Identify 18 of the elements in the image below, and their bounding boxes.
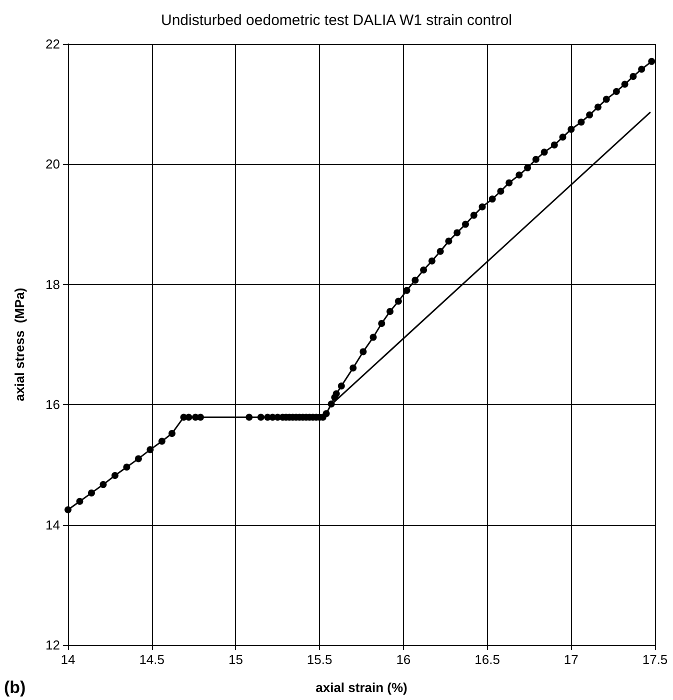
x-axis-title: axial strain (%) (316, 680, 408, 695)
x-tick-label: 14 (60, 652, 76, 667)
x-tick-label: 17.5 (642, 652, 668, 667)
x-tick-label: 15.5 (306, 652, 332, 667)
y-axis-title: axial stress (MPa) (12, 288, 27, 402)
x-tick-label: 17 (564, 652, 578, 667)
x-tick-label: 16.5 (474, 652, 500, 667)
x-tick-label: 16 (396, 652, 411, 667)
y-tick-label: 18 (46, 276, 60, 292)
x-tick-label: 15 (228, 652, 243, 667)
y-tick-label: 22 (46, 36, 60, 52)
y-tick-label: 20 (46, 156, 60, 172)
y-tick-label: 16 (46, 397, 60, 412)
text: (b) (4, 678, 26, 697)
chart-title: Undisturbed oedometric test DALIA W1 strain control (161, 12, 512, 29)
y-tick-label: 14 (46, 517, 60, 532)
x-tick-label: 14.5 (139, 652, 165, 667)
y-tick-label: 12 (46, 638, 60, 652)
